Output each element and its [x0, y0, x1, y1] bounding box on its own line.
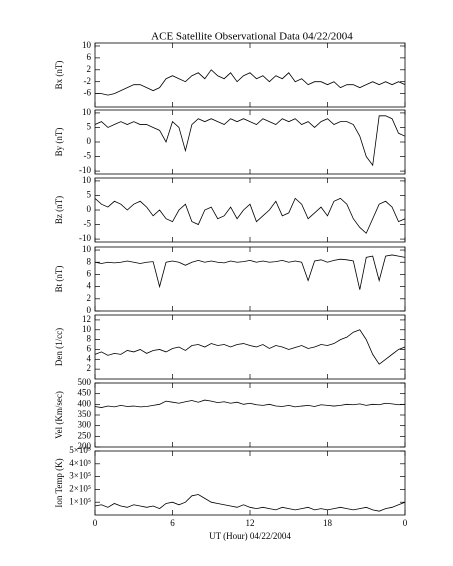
- y-tick-label: 1×10⁵: [69, 496, 91, 506]
- y-axis-label: Bt (nT): [54, 266, 64, 293]
- x-tick-label: 0: [93, 518, 98, 528]
- data-line: [94, 115, 406, 167]
- y-tick-label: 4×10⁵: [69, 458, 91, 468]
- y-tick-label: 3×10⁵: [69, 471, 91, 481]
- y-tick-label: 450: [78, 388, 92, 398]
- y-tick-label: 2: [87, 64, 92, 74]
- y-axis-label: Vel (Km/sec): [54, 391, 64, 439]
- y-tick-label: 2: [87, 363, 92, 373]
- panel-frame: [94, 246, 406, 312]
- y-tick-label: -2: [84, 76, 92, 86]
- y-tick-label: 5: [87, 190, 92, 200]
- y-tick-label: 10: [82, 244, 92, 254]
- y-tick-label: 12: [82, 314, 91, 324]
- y-tick-label: 400: [78, 398, 92, 408]
- x-tick-label: 0: [403, 518, 408, 528]
- y-tick-label: 500: [78, 377, 92, 387]
- x-tick-label: 6: [170, 518, 175, 528]
- data-line: [95, 69, 406, 96]
- y-tick-label: 6: [87, 52, 92, 62]
- data-line: [94, 197, 406, 234]
- y-axis-label: By (nT): [54, 128, 64, 157]
- y-tick-label: 0: [87, 204, 92, 214]
- y-tick-label: -5: [84, 219, 92, 229]
- panel-frame: [94, 382, 406, 448]
- y-tick-label: 5×10⁵: [69, 445, 91, 455]
- data-line: [94, 254, 406, 290]
- y-tick-label: 10: [82, 324, 92, 334]
- y-tick-label: 10: [82, 107, 92, 117]
- y-tick-label: -10: [79, 165, 91, 175]
- y-tick-label: -5: [84, 151, 92, 161]
- y-axis-label: Bz (nT): [54, 196, 64, 224]
- y-tick-label: 4: [87, 281, 92, 291]
- y-axis-label: Den (1/cc): [54, 328, 64, 366]
- y-tick-label: 250: [78, 430, 92, 440]
- y-tick-label: 10: [82, 40, 92, 50]
- y-tick-label: 350: [78, 409, 92, 419]
- data-line: [94, 494, 406, 512]
- y-tick-label: 5: [87, 122, 92, 132]
- panel-frame: [94, 109, 406, 175]
- y-tick-label: 0: [87, 136, 92, 146]
- panel-frame: [94, 42, 406, 108]
- panel-frame: [94, 450, 406, 516]
- y-tick-label: 6: [87, 344, 92, 354]
- y-tick-label: 8: [87, 256, 92, 266]
- chart-title: ACE Satellite Observational Data 04/22/2…: [151, 31, 353, 43]
- x-tick-label: 12: [246, 518, 255, 528]
- data-line: [94, 399, 406, 408]
- panel-frame: [94, 314, 406, 380]
- y-tick-label: -10: [79, 233, 91, 243]
- y-tick-label: 300: [78, 420, 92, 430]
- y-tick-label: 2: [87, 293, 92, 303]
- x-tick-label: 18: [323, 518, 333, 528]
- x-axis-label: UT (Hour) 04/22/2004: [209, 531, 291, 541]
- y-tick-label: 6: [87, 268, 92, 278]
- y-axis-label: Bx (nT): [54, 61, 64, 90]
- y-tick-label: 8: [87, 334, 92, 344]
- y-tick-label: -6: [84, 88, 92, 98]
- panel-frame: [94, 177, 406, 243]
- data-line: [94, 329, 406, 365]
- y-tick-label: 10: [82, 175, 92, 185]
- y-tick-label: 4: [87, 353, 92, 363]
- y-tick-label: 0: [87, 305, 92, 315]
- y-axis-label: Ion Temp (K): [54, 458, 64, 507]
- y-tick-label: 2×10⁵: [69, 483, 91, 493]
- y-tick-label: 200: [78, 441, 92, 451]
